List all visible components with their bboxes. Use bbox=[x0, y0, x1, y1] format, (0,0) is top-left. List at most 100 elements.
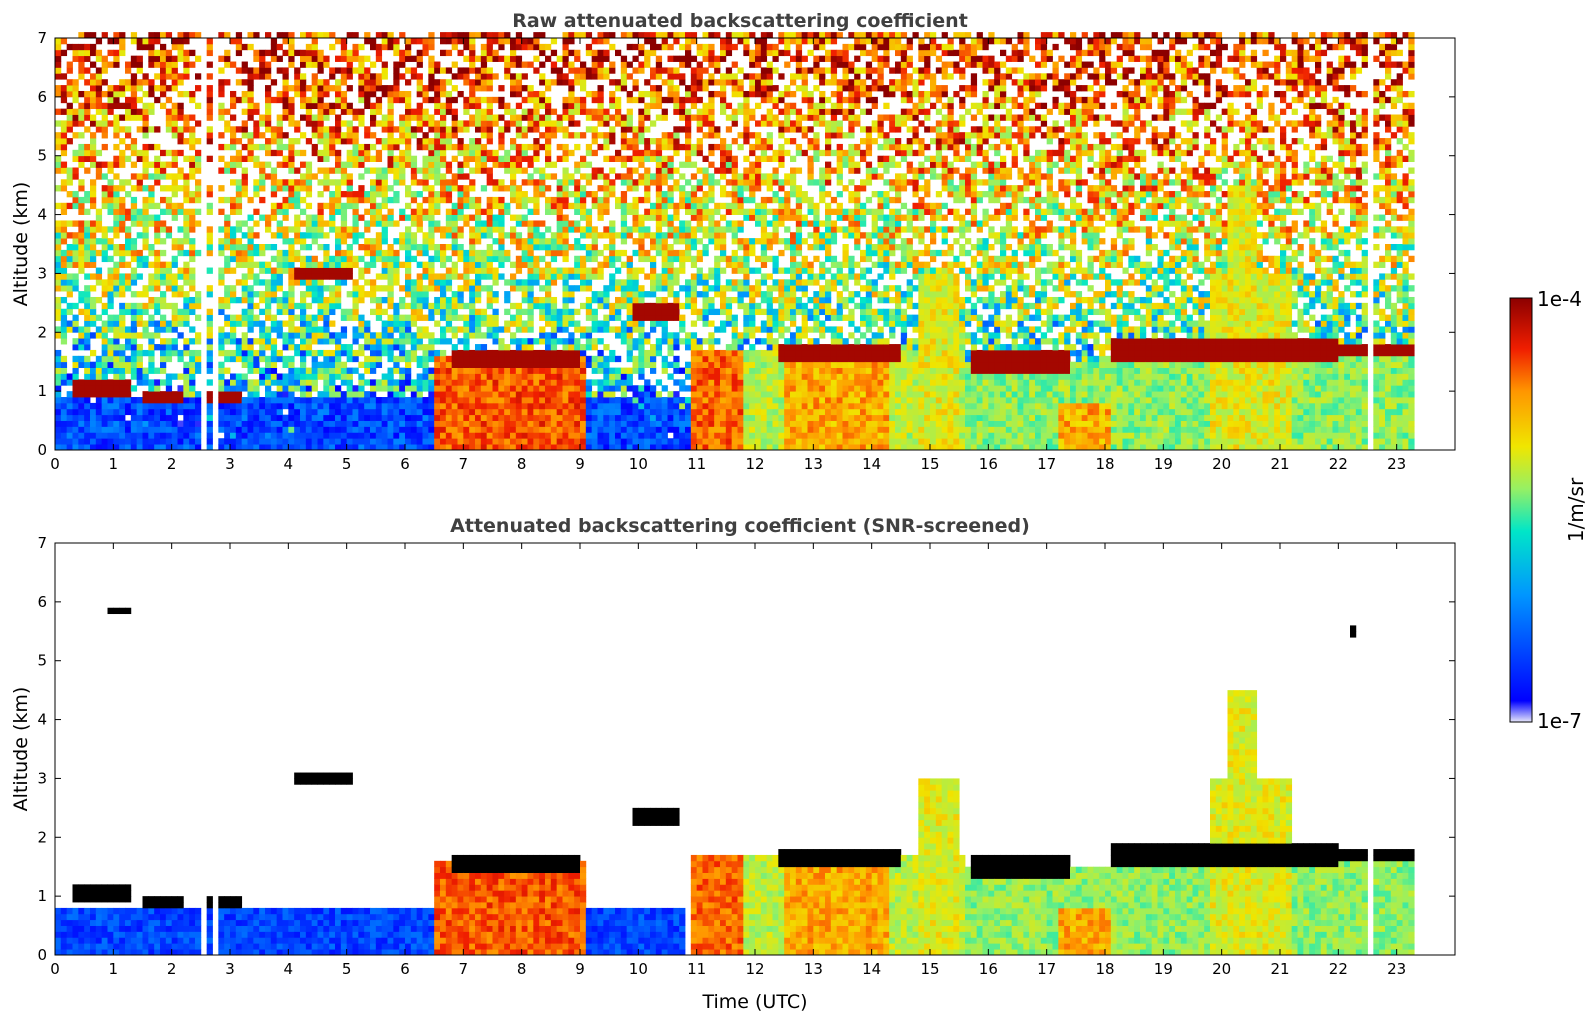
heatmap-cell bbox=[206, 249, 213, 257]
heatmap-cell bbox=[364, 279, 371, 286]
heatmap-cell bbox=[399, 438, 406, 445]
heatmap-cell bbox=[265, 96, 272, 104]
heatmap-cell bbox=[130, 149, 138, 157]
heatmap-cell bbox=[492, 214, 499, 221]
heatmap-cell bbox=[463, 220, 470, 227]
heatmap-cell bbox=[533, 426, 540, 433]
heatmap-cell bbox=[457, 90, 464, 98]
heatmap-cell bbox=[107, 167, 114, 174]
heatmap-cell bbox=[591, 73, 598, 80]
heatmap-cell bbox=[416, 214, 423, 221]
heatmap-cell bbox=[434, 367, 441, 374]
heatmap-cell bbox=[603, 67, 610, 74]
heatmap-cell bbox=[422, 108, 429, 115]
heatmap-cell bbox=[142, 155, 149, 162]
heatmap-cell bbox=[562, 132, 569, 139]
heatmap-cell bbox=[545, 155, 552, 162]
heatmap-cell bbox=[510, 438, 517, 445]
heatmap-cell bbox=[119, 161, 126, 168]
heatmap-cell bbox=[562, 402, 569, 410]
heatmap-cell bbox=[276, 138, 283, 145]
heatmap-cell bbox=[101, 320, 108, 327]
heatmap-cell bbox=[591, 126, 598, 133]
heatmap-cell bbox=[387, 90, 394, 98]
heatmap-cell bbox=[95, 379, 103, 386]
heatmap-cell bbox=[562, 314, 569, 321]
heatmap-cell bbox=[486, 373, 493, 380]
heatmap-cell bbox=[230, 355, 237, 363]
heatmap-cell bbox=[428, 161, 435, 168]
heatmap-cell bbox=[539, 232, 546, 239]
heatmap-cell bbox=[171, 173, 178, 180]
heatmap-cell bbox=[387, 38, 394, 45]
heatmap-cell bbox=[393, 61, 400, 68]
heatmap-cell bbox=[119, 102, 126, 110]
heatmap-cell bbox=[78, 391, 85, 398]
heatmap-cell bbox=[323, 267, 330, 274]
heatmap-cell bbox=[422, 397, 429, 404]
heatmap-cell bbox=[609, 397, 616, 404]
heatmap-cell bbox=[154, 155, 161, 162]
heatmap-cell bbox=[387, 149, 394, 157]
heatmap-cell bbox=[469, 361, 476, 368]
heatmap-cell bbox=[107, 314, 114, 321]
heatmap-cell bbox=[352, 385, 359, 392]
heatmap-cell bbox=[148, 402, 155, 410]
heatmap-cell bbox=[270, 391, 278, 398]
heatmap-cell bbox=[84, 320, 91, 327]
heatmap-cell bbox=[533, 255, 540, 263]
heatmap-cell bbox=[434, 432, 441, 439]
heatmap-cell bbox=[486, 402, 493, 410]
heatmap-cell bbox=[445, 244, 453, 251]
heatmap-cell bbox=[259, 414, 266, 421]
heatmap-cell bbox=[107, 444, 114, 451]
heatmap-cell bbox=[370, 90, 377, 98]
heatmap-cell bbox=[206, 138, 213, 145]
heatmap-cell bbox=[125, 344, 132, 351]
heatmap-cell bbox=[457, 138, 464, 145]
heatmap-cell bbox=[504, 161, 511, 168]
heatmap-cell bbox=[55, 296, 62, 304]
heatmap-cell bbox=[533, 373, 540, 380]
heatmap-cell bbox=[189, 143, 196, 151]
heatmap-cell bbox=[66, 138, 73, 145]
heatmap-cell bbox=[510, 426, 517, 433]
heatmap-cell bbox=[119, 291, 126, 298]
heatmap-cell bbox=[416, 314, 423, 321]
heatmap-cell bbox=[311, 114, 318, 121]
heatmap-cell bbox=[498, 355, 505, 363]
heatmap-cell bbox=[323, 285, 330, 292]
heatmap-cell bbox=[142, 408, 149, 416]
heatmap-cell bbox=[469, 226, 476, 233]
heatmap-cell bbox=[329, 226, 336, 233]
heatmap-cell bbox=[626, 261, 633, 268]
heatmap-cell bbox=[253, 279, 260, 286]
heatmap-cell bbox=[510, 143, 517, 151]
heatmap-cell bbox=[463, 191, 470, 198]
heatmap-cell bbox=[335, 391, 342, 398]
heatmap-cell bbox=[300, 32, 307, 39]
heatmap-cell bbox=[195, 149, 202, 157]
heatmap-cell bbox=[562, 214, 569, 221]
heatmap-cell bbox=[95, 267, 103, 274]
heatmap-cell bbox=[346, 373, 353, 380]
heatmap-cell bbox=[119, 444, 126, 451]
heatmap-cell bbox=[270, 349, 278, 357]
heatmap-cell bbox=[311, 32, 318, 39]
heatmap-cell bbox=[539, 173, 546, 180]
heatmap-cell bbox=[632, 285, 639, 292]
heatmap-cell bbox=[603, 326, 610, 333]
heatmap-cell bbox=[95, 408, 103, 416]
heatmap-cell bbox=[125, 402, 132, 410]
heatmap-cell bbox=[451, 314, 458, 321]
heatmap-cell bbox=[381, 220, 388, 227]
heatmap-cell bbox=[84, 314, 91, 321]
heatmap-cell bbox=[294, 420, 301, 427]
heatmap-cell bbox=[440, 155, 447, 162]
heatmap-cell bbox=[288, 344, 295, 351]
heatmap-cell bbox=[305, 161, 313, 168]
heatmap-cell bbox=[148, 244, 155, 251]
heatmap-cell bbox=[311, 61, 318, 68]
heatmap-cell bbox=[218, 132, 225, 139]
heatmap-cell bbox=[288, 326, 295, 333]
